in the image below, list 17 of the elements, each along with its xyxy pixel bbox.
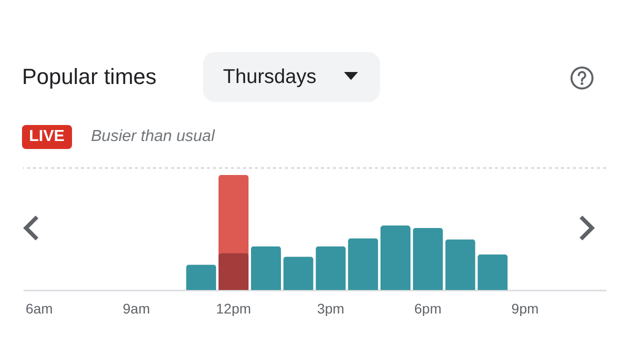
bar	[348, 238, 378, 290]
bar	[478, 254, 508, 290]
x-tick-label: 9am	[122, 300, 150, 316]
bar	[250, 246, 281, 290]
bar	[445, 239, 476, 290]
x-tick-label: 6am	[26, 300, 53, 316]
bar	[283, 256, 314, 290]
bar	[412, 228, 443, 290]
chart-subtitle: Thursdays	[223, 65, 316, 89]
bar	[218, 253, 249, 290]
bar	[316, 246, 346, 290]
text: LIVE	[22, 125, 72, 149]
bar	[380, 226, 411, 290]
bar	[186, 264, 216, 290]
text: Busier than usual	[91, 127, 215, 147]
dropdown: Thursdays	[203, 52, 380, 102]
chart-title: Popular times	[22, 63, 157, 91]
